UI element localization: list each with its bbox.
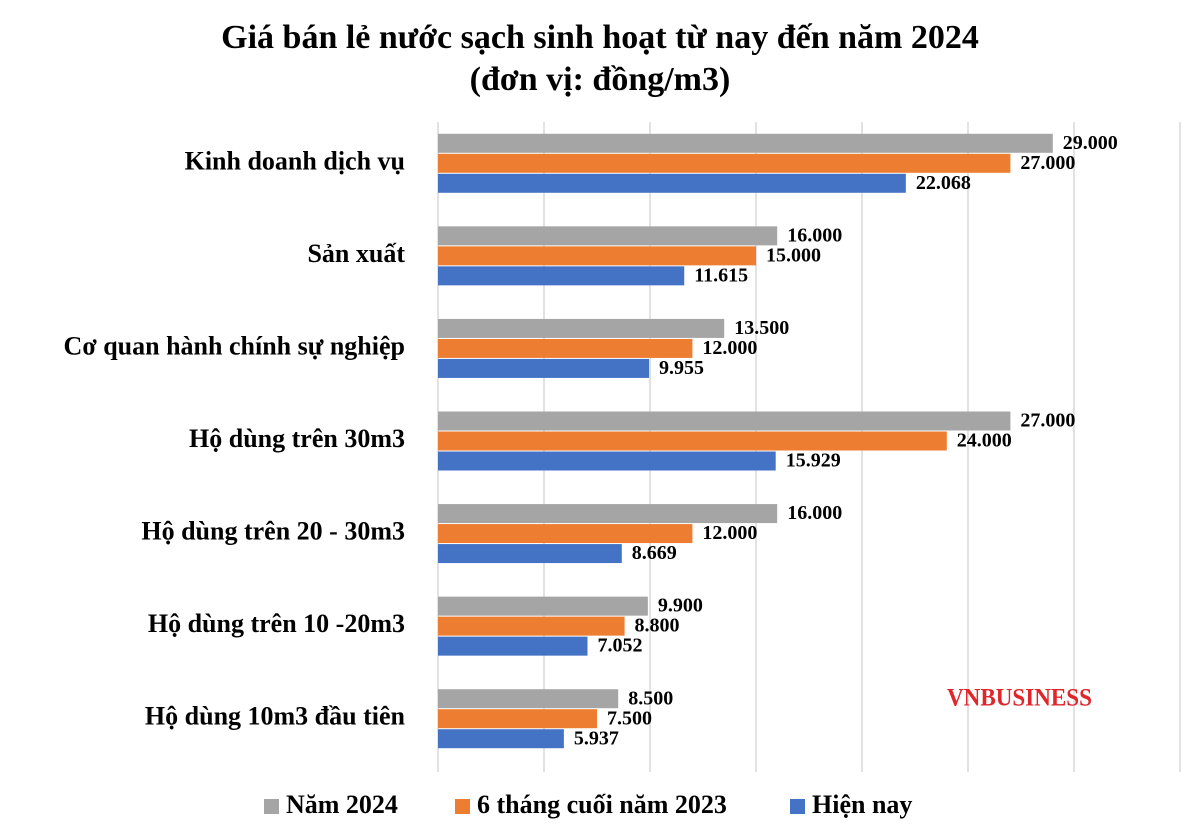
value-label: 8.800 [635,615,680,637]
category-label: Hộ dùng 10m3 đầu tiên [145,702,406,731]
bar [438,616,625,636]
category-label: Cơ quan hành chính sự nghiệp [64,331,405,360]
value-label: 12.000 [702,522,757,544]
value-label: 16.000 [787,502,842,524]
bar [438,318,725,338]
bar [438,153,1011,173]
legend-swatch [790,799,805,814]
legend-label: Hiện nay [812,790,912,819]
value-label: 16.000 [787,224,842,246]
value-label: 27.000 [1020,152,1075,174]
bar [438,411,1011,431]
bar [438,709,597,729]
value-label: 9.900 [658,595,703,617]
value-label: 15.000 [766,244,821,266]
bar [438,504,778,524]
value-label: 15.929 [786,450,841,472]
bar [438,173,906,193]
legend-swatch [455,799,470,814]
bar [438,246,756,266]
bar [438,689,619,709]
value-label: 13.500 [734,317,789,339]
legend-swatch [264,799,279,814]
chart-subtitle: (đơn vị: đồng/m3) [470,61,731,98]
value-label: 24.000 [957,430,1012,452]
value-label: 12.000 [702,337,757,359]
bar [438,338,693,358]
bar [438,431,947,451]
value-label: 7.500 [607,707,652,729]
category-label: Hộ dùng trên 10 -20m3 [148,609,405,638]
bar [438,596,648,616]
value-label: 9.955 [659,357,704,379]
value-label: 8.500 [628,687,673,709]
category-label: Sản xuất [307,239,405,268]
value-label: 27.000 [1020,410,1075,432]
category-label: Kinh doanh dịch vụ [185,146,405,175]
bar [438,451,776,471]
value-label: 22.068 [916,172,971,194]
legend-label: Năm 2024 [286,790,398,819]
category-label: Hộ dùng trên 30m3 [189,424,405,453]
value-label: 29.000 [1063,132,1118,154]
bar [438,133,1053,153]
bar [438,226,778,246]
bar [438,544,622,564]
value-label: 7.052 [598,635,643,657]
value-label: 8.669 [632,542,677,564]
bar [438,358,650,378]
bar [438,266,685,286]
legend-label: 6 tháng cuối năm 2023 [477,790,727,819]
bar [438,524,693,544]
chart-title: Giá bán lẻ nước sạch sinh hoạt từ nay đế… [221,19,979,56]
bar [438,729,564,749]
category-label: Hộ dùng trên 20 - 30m3 [141,517,405,546]
value-label: 5.937 [574,727,619,749]
watermark: VNBUSINESS [947,685,1092,712]
value-label: 11.615 [694,264,748,286]
bar [438,636,588,656]
